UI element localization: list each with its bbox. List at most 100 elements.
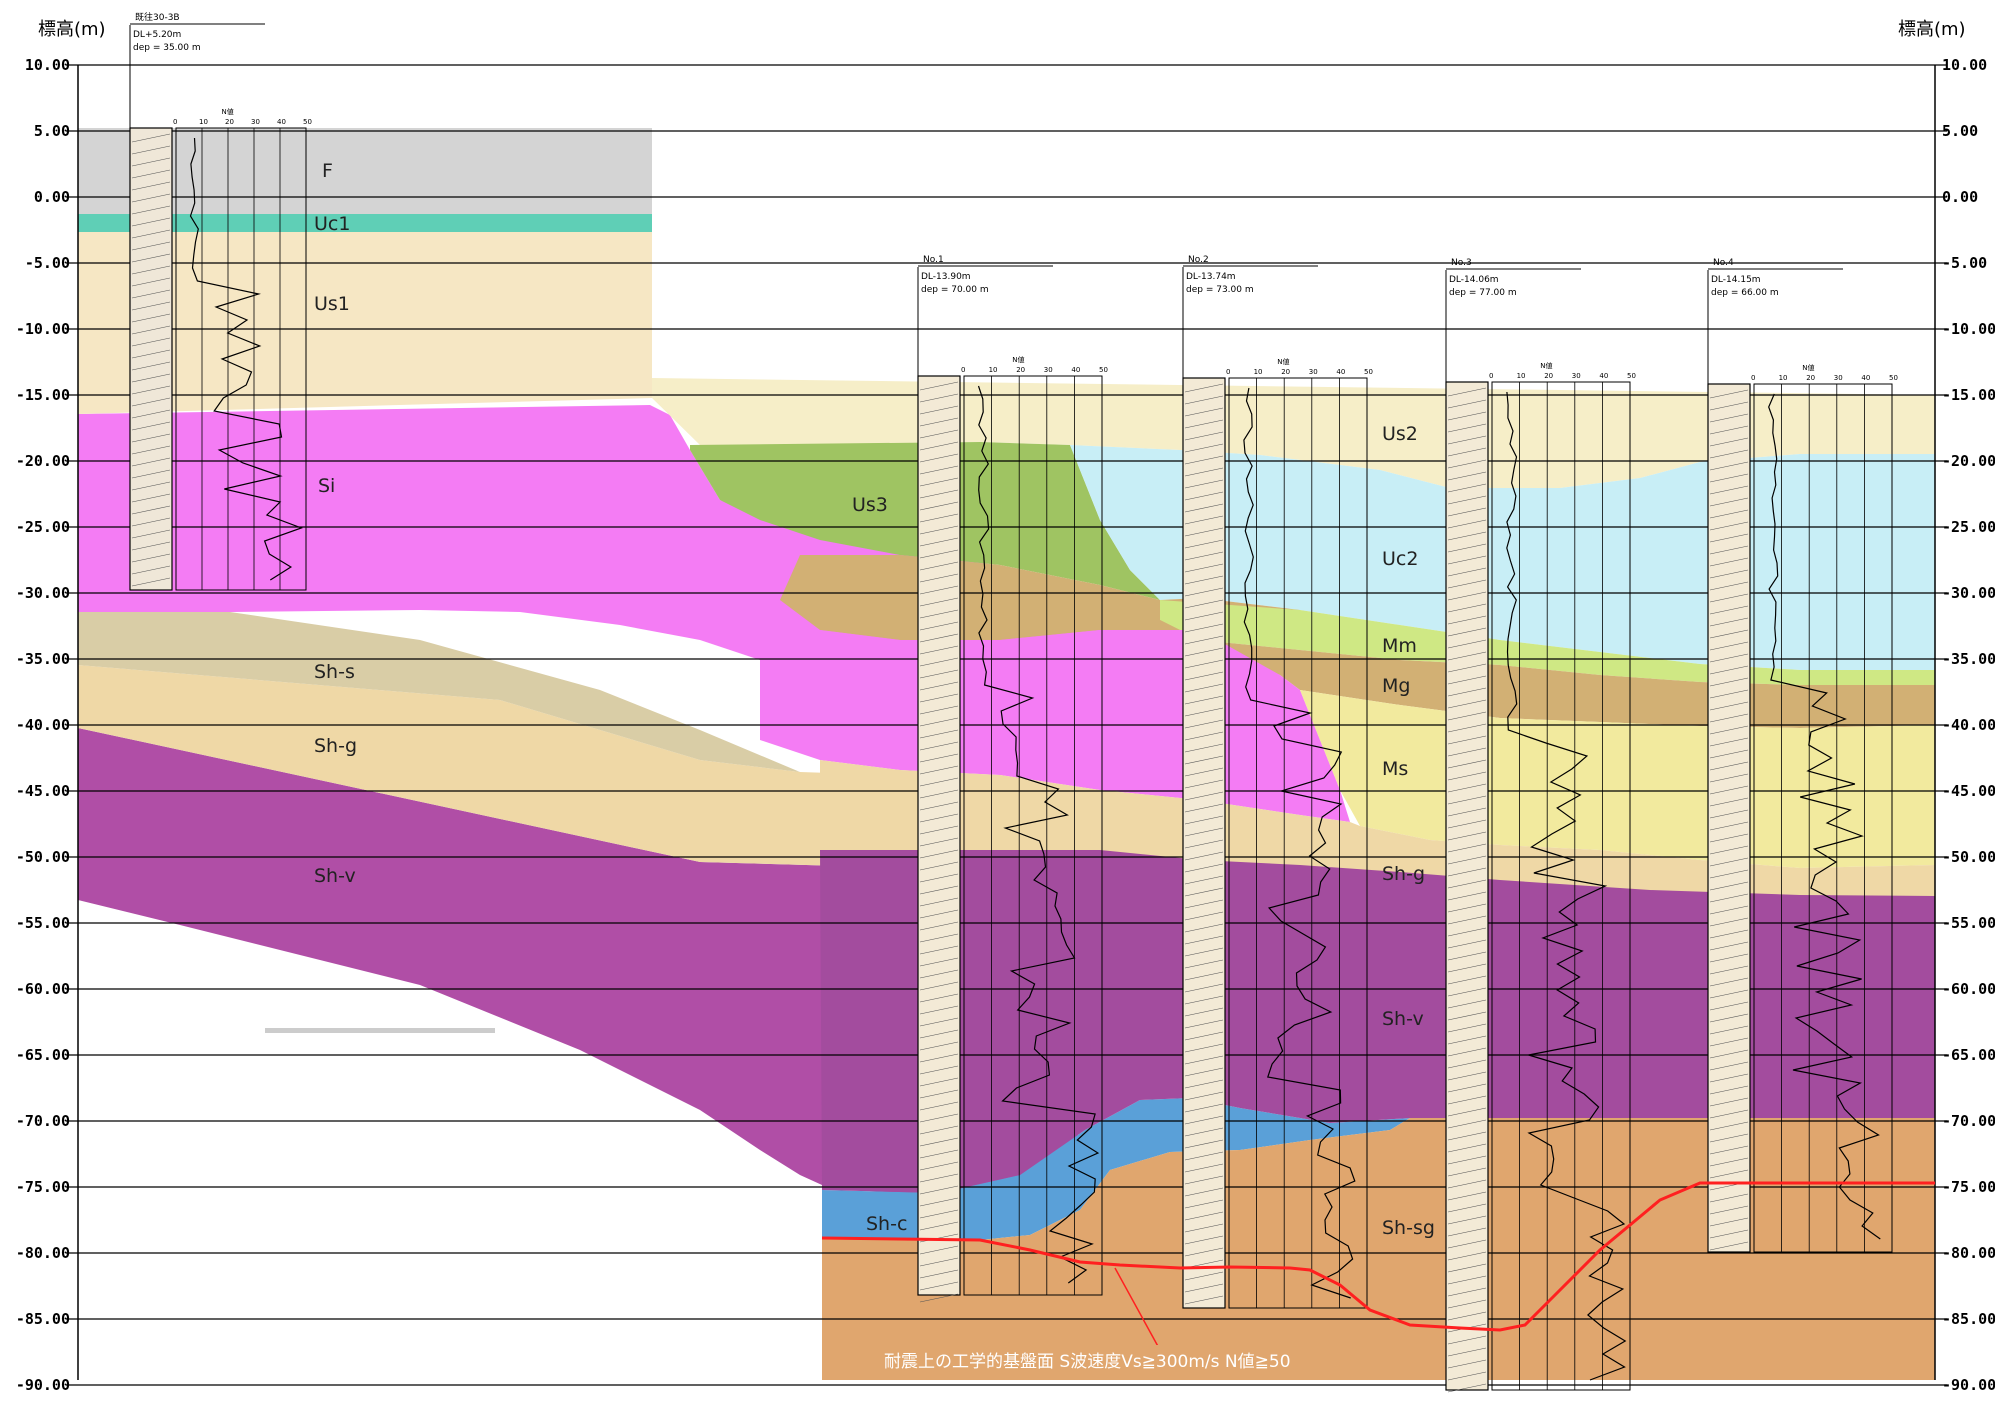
borehole-name: No.1 [923, 255, 944, 265]
engineering-bedrock-line [821, 1181, 1935, 1332]
tick-label-right: -65.00 [1942, 1046, 1995, 1064]
n-tick: 10 [1779, 374, 1788, 382]
layer-f [78, 128, 652, 214]
n-value-trace [1506, 391, 1627, 1381]
n-value-trace [977, 385, 1100, 1284]
n-tick: 0 [1226, 368, 1230, 376]
tick-label-left: -50.00 [16, 848, 70, 866]
n-axis-label: N値 [1540, 361, 1552, 370]
label-mm: Mm [1382, 635, 1417, 657]
n-tick: 30 [1572, 372, 1581, 380]
soil-column [1445, 381, 1489, 1391]
n-axis-label: N値 [222, 107, 234, 116]
label-f: F [322, 160, 333, 182]
n-tick: 0 [961, 366, 965, 374]
n-value-trace [1768, 393, 1881, 1240]
tick-label-right: -60.00 [1942, 980, 1995, 998]
annotation-bg [872, 1345, 1404, 1375]
n-tick: 50 [1099, 366, 1108, 374]
n-tick: 20 [1806, 374, 1815, 382]
borehole-2: No.1 DL-13.90m dep = 70.00 m 0 10 20 30 40 50 N値 [917, 255, 1108, 1303]
tick-label-right: 10.00 [1942, 56, 1987, 74]
tick-label-right: -25.00 [1942, 518, 1995, 536]
soil-column [1182, 377, 1226, 1309]
tick-label-left: -40.00 [16, 716, 70, 734]
n-axis-label: N値 [1802, 363, 1814, 372]
tick-label-left: -25.00 [16, 518, 70, 536]
label-sh-g2: Sh-g [1382, 863, 1425, 885]
elevation-grid: 10.00 10.00 5.00 5.00 0.00 0.00 -5.00 -5.00 -10.… [16, 56, 1995, 1394]
n-tick: 50 [1889, 374, 1898, 382]
tick-label-right: -5.00 [1942, 254, 1987, 272]
borehole-dl: DL-13.90m [921, 272, 971, 282]
layer-sh-v2 [820, 850, 1935, 1193]
tick-label-left: -15.00 [16, 386, 70, 404]
borehole-depth: dep = 77.00 m [1449, 288, 1517, 298]
borehole-name: No.2 [1188, 255, 1209, 265]
tick-label-right: -80.00 [1942, 1244, 1995, 1262]
borehole-dl: DL-13.74m [1186, 272, 1236, 282]
n-tick: 30 [251, 118, 260, 126]
n-value-trace [189, 137, 304, 581]
borehole-4: No.3 DL-14.06m dep = 77.00 m 0 10 20 30 40 50 N値 [1445, 258, 1636, 1393]
left-axis-title: 標高(m) [38, 19, 106, 40]
n-tick: 50 [1627, 372, 1636, 380]
layer-uc1 [78, 214, 652, 232]
n-tick: 0 [1751, 374, 1755, 382]
n-tick: 40 [277, 118, 286, 126]
layer-labels: F Uc1 Us1 Si Sh-s Sh-g Sh-v Us3 Us2 Uc2 … [314, 160, 1435, 1239]
tick-label-left: -10.00 [16, 320, 70, 338]
tick-label-left: -55.00 [16, 914, 70, 932]
n-axis-label: N値 [1012, 355, 1024, 364]
n-tick: 20 [1281, 368, 1290, 376]
borehole-dl: DL+5.20m [133, 30, 181, 40]
soil-column [129, 127, 173, 591]
bedrock-annotation: 耐震上の工学的基盤面 S波速度Vs≧300m/s N値≧50 [884, 1352, 1291, 1372]
label-sh-v: Sh-v [314, 865, 356, 887]
tick-label-right: 0.00 [1942, 188, 1978, 206]
label-uc2: Uc2 [1382, 548, 1418, 570]
n-tick: 30 [1309, 368, 1318, 376]
tick-label-left: -45.00 [16, 782, 70, 800]
n-tick: 10 [989, 366, 998, 374]
layer-sh-s [78, 612, 800, 772]
tick-label-right: -20.00 [1942, 452, 1995, 470]
label-us3: Us3 [852, 494, 888, 516]
tick-label-right: -15.00 [1942, 386, 1995, 404]
borehole-dl: DL-14.06m [1449, 275, 1499, 285]
tick-label-right: -40.00 [1942, 716, 1995, 734]
tick-label-left: 5.00 [34, 122, 70, 140]
tick-label-left: -80.00 [16, 1244, 70, 1262]
label-ms: Ms [1382, 758, 1408, 780]
borehole-3: No.2 DL-13.74m dep = 73.00 m 0 10 20 30 40 50 N値 [1182, 255, 1373, 1309]
n-tick: 40 [1336, 368, 1345, 376]
n-tick: 30 [1044, 366, 1053, 374]
n-tick: 20 [1544, 372, 1553, 380]
n-tick: 10 [199, 118, 208, 126]
label-uc1: Uc1 [314, 213, 350, 235]
n-tick: 30 [1834, 374, 1843, 382]
n-tick: 40 [1599, 372, 1608, 380]
tick-label-right: -75.00 [1942, 1178, 1995, 1196]
tick-label-left: -70.00 [16, 1112, 70, 1130]
tick-label-right: -50.00 [1942, 848, 1995, 866]
borehole-depth: dep = 70.00 m [921, 285, 989, 295]
label-sh-c: Sh-c [866, 1213, 907, 1235]
borehole-depth: dep = 66.00 m [1711, 288, 1779, 298]
n-tick: 40 [1071, 366, 1080, 374]
borehole-name: No.3 [1451, 258, 1472, 268]
layer-sh-g2 [820, 760, 1935, 896]
borehole-dl: DL-14.15m [1711, 275, 1761, 285]
n-tick: 0 [1489, 372, 1493, 380]
tick-label-left: -65.00 [16, 1046, 70, 1064]
right-axis-title: 標高(m) [1898, 19, 1966, 40]
borehole-5: No.4 DL-14.15m dep = 66.00 m 0 10 20 30 40 50 N値 [1707, 258, 1898, 1253]
label-us1: Us1 [314, 293, 350, 315]
tick-label-right: -85.00 [1942, 1310, 1995, 1328]
layer-us1 [78, 232, 652, 414]
tick-label-left: -35.00 [16, 650, 70, 668]
n-axis-label: N値 [1277, 357, 1289, 366]
tick-label-left: 10.00 [25, 56, 70, 74]
